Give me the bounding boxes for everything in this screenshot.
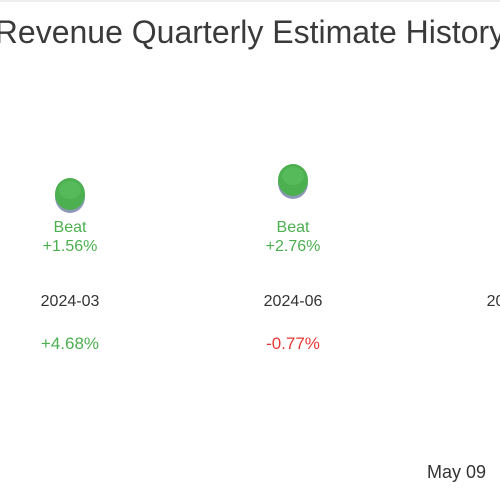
quarter-label: 2024-03: [41, 293, 100, 310]
marker-highlight: [59, 181, 81, 199]
result-label: Beat: [277, 219, 310, 236]
footer-date: May 09: [427, 462, 487, 482]
chart-title: Revenue Quarterly Estimate History: [0, 14, 500, 50]
surprise-label: +1.56%: [43, 238, 98, 255]
quarter-label: 2024-09: [487, 293, 500, 310]
marker-highlight: [282, 167, 304, 185]
change-label: -0.77%: [266, 334, 320, 353]
quarter-label: 2024-06: [264, 293, 323, 310]
surprise-label: +2.76%: [266, 238, 321, 255]
top-border: [0, 0, 500, 2]
change-label: +4.68%: [41, 334, 99, 353]
result-label: Beat: [54, 219, 87, 236]
